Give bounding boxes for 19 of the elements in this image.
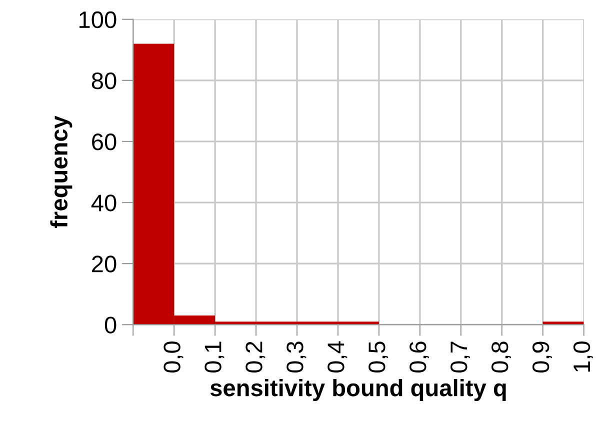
x-tick-label: 0,4: [328, 341, 348, 373]
x-tick-label: 0,1: [204, 342, 224, 373]
x-tick-label: 0,0: [164, 342, 184, 373]
y-tick-label: 100: [80, 11, 116, 28]
x-axis-title: sensitivity bound quality q: [210, 378, 506, 402]
x-tick-label: 0,7: [450, 342, 470, 373]
x-tick-label: 0,2: [246, 342, 266, 373]
y-tick-label: 40: [91, 194, 116, 212]
x-tick-label: 0,8: [491, 342, 511, 373]
y-tick-label: 0: [104, 316, 116, 334]
x-tick-label: 0,9: [532, 342, 552, 373]
y-tick-label: 60: [92, 134, 116, 150]
x-tick-label: 1,0: [573, 342, 593, 372]
x-tick-label: 0,3: [286, 342, 306, 373]
y-tick-label: 80: [92, 72, 116, 90]
y-axis-title: frequency: [50, 116, 72, 228]
x-tick-label: 0,5: [368, 342, 388, 373]
x-tick-label: 0,6: [410, 342, 430, 373]
y-tick-label: 20: [92, 256, 116, 272]
